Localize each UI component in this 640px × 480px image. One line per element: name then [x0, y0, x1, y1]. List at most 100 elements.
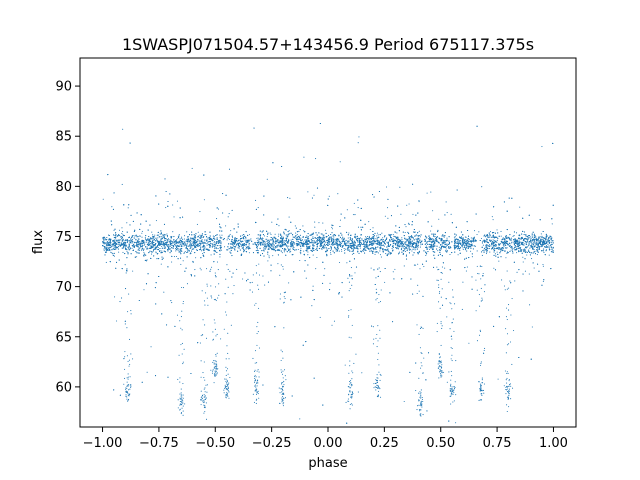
data-point	[343, 248, 345, 250]
data-point	[111, 206, 113, 208]
data-point	[184, 251, 186, 253]
data-point	[152, 246, 154, 248]
data-point	[294, 237, 296, 239]
data-point	[173, 240, 175, 242]
data-point	[239, 243, 241, 245]
data-point	[471, 256, 473, 258]
data-point	[390, 240, 392, 242]
data-point	[551, 243, 553, 245]
data-point	[389, 239, 391, 241]
data-point	[530, 238, 532, 240]
data-point	[134, 241, 136, 243]
data-point	[263, 240, 265, 242]
data-point	[432, 210, 434, 212]
data-point	[456, 242, 458, 244]
data-point	[163, 235, 165, 237]
data-point	[257, 237, 259, 239]
data-point	[150, 346, 152, 348]
data-point	[361, 238, 363, 240]
data-point	[376, 232, 378, 234]
data-point	[293, 243, 295, 245]
data-point	[379, 250, 381, 252]
data-point	[113, 255, 115, 257]
data-point	[551, 241, 553, 243]
data-point	[408, 203, 410, 205]
data-point	[204, 233, 206, 236]
data-point	[132, 239, 134, 241]
data-point	[524, 270, 526, 272]
data-point	[377, 252, 379, 254]
data-point	[418, 240, 420, 242]
data-point	[307, 191, 309, 193]
data-point	[551, 251, 553, 253]
data-point	[311, 237, 314, 239]
data-point	[315, 158, 317, 160]
data-point	[203, 199, 205, 201]
data-point	[398, 244, 400, 246]
data-point	[430, 230, 432, 232]
data-point	[382, 237, 384, 239]
data-point	[547, 240, 549, 242]
data-point	[348, 232, 350, 234]
data-point	[518, 250, 520, 252]
data-point	[324, 242, 326, 244]
data-point	[288, 282, 290, 284]
data-point	[410, 237, 412, 239]
data-point	[118, 244, 120, 246]
data-point	[183, 245, 185, 247]
data-point	[546, 242, 548, 245]
data-point	[125, 243, 127, 245]
data-point	[230, 230, 232, 232]
data-point	[547, 235, 549, 237]
data-point	[337, 193, 339, 195]
data-point	[428, 238, 430, 240]
data-point	[394, 236, 396, 238]
data-point	[490, 239, 492, 242]
data-point	[225, 225, 227, 227]
data-point	[405, 226, 407, 228]
chart-title: 1SWASPJ071504.57+143456.9 Period 675117.…	[122, 35, 534, 54]
data-point	[326, 248, 328, 250]
data-point	[427, 243, 429, 245]
data-point	[326, 242, 328, 244]
data-point	[381, 232, 383, 234]
data-point	[241, 234, 243, 236]
data-point	[177, 247, 179, 249]
data-point	[272, 237, 274, 239]
data-point	[330, 253, 332, 255]
data-point	[166, 236, 168, 238]
data-point	[196, 223, 198, 225]
data-point	[286, 241, 288, 243]
data-point	[483, 235, 485, 237]
data-point	[500, 230, 502, 232]
data-point	[134, 241, 136, 243]
data-point	[149, 238, 151, 240]
data-point	[216, 248, 218, 250]
data-point	[500, 249, 503, 251]
data-point	[339, 219, 341, 221]
data-point	[256, 237, 258, 239]
data-point	[455, 422, 457, 424]
data-point	[146, 371, 148, 373]
data-point	[402, 241, 404, 243]
data-point	[161, 250, 163, 252]
data-point	[113, 229, 115, 231]
data-point	[380, 256, 382, 258]
data-point	[272, 246, 274, 248]
data-point	[459, 249, 461, 252]
data-point	[375, 242, 377, 244]
data-point	[305, 240, 307, 242]
data-point	[373, 234, 376, 236]
data-point	[186, 231, 188, 233]
data-point	[526, 254, 528, 256]
data-point	[449, 253, 451, 256]
data-point	[537, 242, 539, 244]
data-point	[506, 247, 508, 249]
data-point	[203, 245, 205, 247]
data-point	[182, 260, 184, 262]
data-point	[228, 213, 230, 215]
data-point	[528, 273, 530, 275]
data-point	[142, 250, 144, 252]
data-point	[300, 253, 302, 255]
data-point	[251, 281, 253, 284]
